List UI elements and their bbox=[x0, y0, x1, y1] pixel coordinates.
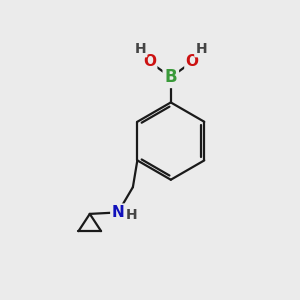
Text: H: H bbox=[195, 42, 207, 56]
Text: O: O bbox=[186, 54, 199, 69]
Text: H: H bbox=[126, 208, 137, 222]
Text: B: B bbox=[164, 68, 177, 86]
Text: N: N bbox=[112, 205, 124, 220]
Text: H: H bbox=[135, 42, 146, 56]
Text: O: O bbox=[143, 54, 156, 69]
